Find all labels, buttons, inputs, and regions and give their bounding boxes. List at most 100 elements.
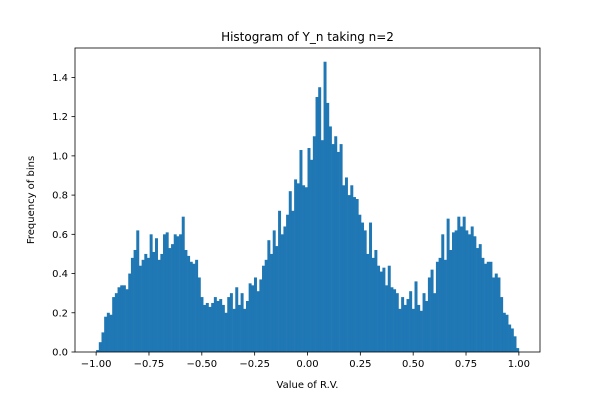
histogram-bar [465, 230, 469, 352]
histogram-bar [462, 216, 466, 352]
histogram-bar [208, 306, 212, 352]
histogram-bar [366, 253, 370, 352]
histogram-bar [473, 236, 477, 352]
histogram-bar [481, 257, 485, 352]
histogram-bar [419, 310, 423, 352]
histogram-bar [229, 293, 233, 352]
histogram-bar [371, 257, 375, 352]
histogram-bar [253, 277, 257, 352]
histogram-bar [492, 277, 496, 352]
histogram-bar [130, 257, 134, 352]
histogram-bar [179, 234, 183, 352]
histogram-bar [291, 210, 295, 352]
y-axis-ticks: 0.0 0.2 0.4 0.6 0.8 1.0 1.2 1.4 [52, 73, 75, 359]
histogram-bar [460, 226, 463, 352]
histogram-bar [342, 185, 346, 352]
histogram-bar [363, 230, 367, 352]
histogram-bar [409, 291, 413, 352]
histogram-bar [395, 293, 399, 352]
histogram-bar [262, 265, 265, 352]
histogram-bar [259, 279, 263, 352]
histogram-bar [112, 297, 116, 352]
histogram-bar [101, 332, 105, 352]
histogram-bar [497, 277, 501, 352]
histogram-bar [430, 269, 434, 352]
histogram-bar [339, 144, 343, 352]
histogram-bar [336, 151, 340, 352]
histogram-bar [347, 195, 351, 352]
y-axis-label: Frequency of bins [26, 156, 37, 244]
histogram-bar [275, 246, 279, 352]
histogram-bar [449, 250, 453, 352]
histogram-bar [374, 250, 378, 352]
histogram-bar [433, 293, 437, 352]
histogram-bar [264, 259, 268, 352]
histogram-bar [216, 301, 220, 352]
histogram-bar [109, 314, 113, 352]
histogram-bar [114, 293, 118, 352]
histogram-bar [369, 222, 373, 352]
histogram-bar [98, 342, 102, 352]
histogram-bar [280, 234, 284, 352]
histogram-bar [403, 304, 407, 352]
y-tick-label: 0.2 [52, 308, 68, 319]
histogram-bar [361, 222, 364, 352]
histogram-bar [406, 299, 410, 352]
histogram-bar [283, 226, 287, 352]
histogram-bar [334, 136, 338, 352]
histogram-bar [470, 226, 474, 352]
histogram-bar [377, 265, 381, 352]
histogram-bar [146, 257, 150, 352]
histogram-bar [294, 179, 298, 352]
histogram-bar [513, 336, 517, 352]
histogram-bar [489, 261, 493, 352]
histogram-bar [502, 312, 506, 352]
histogram-bar [245, 301, 249, 352]
histogram-bar [270, 253, 274, 352]
histogram-bar [165, 232, 169, 352]
histogram-bar [451, 232, 455, 352]
histogram-bar [328, 126, 332, 352]
histogram-bar [500, 297, 504, 352]
x-tick-label: 1.00 [508, 359, 530, 370]
histogram-bar [152, 251, 156, 352]
histogram-bar [296, 183, 300, 352]
histogram-bar [299, 149, 303, 352]
histogram-bar [331, 144, 335, 352]
histogram-bar [122, 285, 126, 352]
histogram-bar [286, 214, 290, 352]
histogram-bar [251, 285, 255, 352]
histogram-bar [323, 61, 327, 352]
histogram-bar [510, 328, 514, 352]
histogram-bar [117, 287, 121, 352]
histogram-bar [468, 234, 472, 352]
histogram-bar [355, 199, 359, 352]
histogram-bar [168, 248, 172, 352]
histogram-bar [138, 265, 142, 352]
histogram-bar [411, 308, 415, 352]
histogram-bar [393, 289, 397, 352]
x-tick-label: −1.00 [81, 359, 112, 370]
histogram-bar [427, 277, 431, 352]
histogram-bar [288, 191, 292, 352]
histogram-bar [157, 259, 161, 352]
x-tick-label: −0.75 [134, 359, 165, 370]
histogram-bar [187, 255, 191, 352]
histogram-bar [476, 248, 480, 352]
histogram-bar [385, 285, 389, 352]
histogram-bar [205, 302, 209, 352]
x-axis-label: Value of R.V. [277, 380, 339, 391]
x-tick-label: 0.25 [349, 359, 371, 370]
x-tick-label: 0.00 [296, 359, 318, 370]
histogram-bar [240, 293, 244, 352]
histogram-bar [350, 185, 354, 352]
histogram-bar [256, 291, 260, 352]
y-tick-label: 0.4 [52, 269, 68, 280]
histogram-bar [248, 283, 252, 352]
histogram-bar [505, 314, 509, 352]
histogram-bar [224, 312, 228, 352]
histogram-bar [443, 259, 447, 352]
y-tick-label: 1.2 [52, 112, 68, 123]
histogram-bar [213, 297, 217, 352]
